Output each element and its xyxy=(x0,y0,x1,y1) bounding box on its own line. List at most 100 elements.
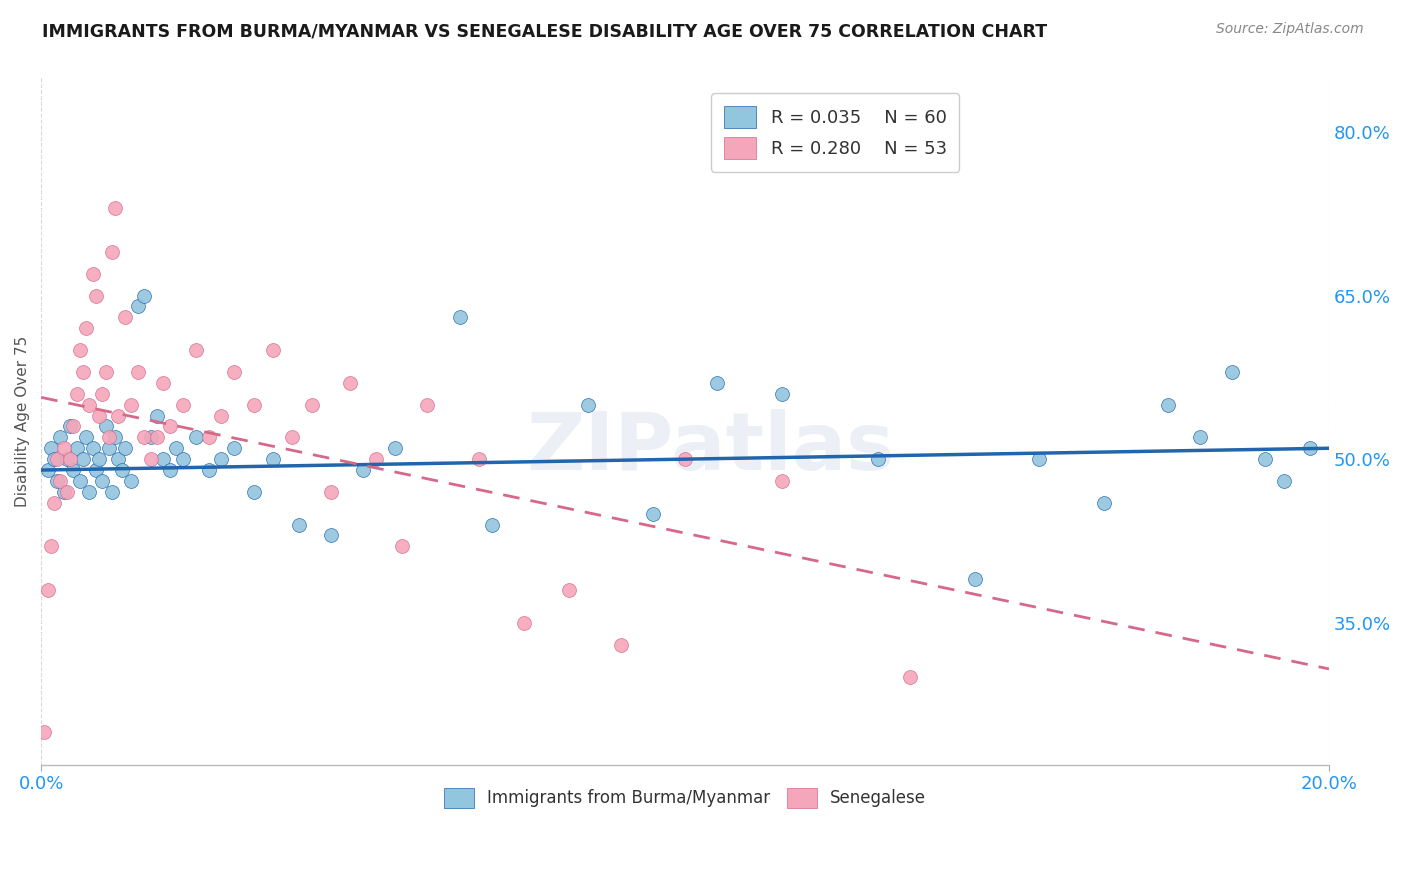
Point xyxy=(139,452,162,467)
Point xyxy=(91,474,114,488)
Point xyxy=(152,376,174,390)
Point xyxy=(558,582,581,597)
Point xyxy=(963,572,986,586)
Point xyxy=(1028,452,1050,467)
Point xyxy=(1222,365,1244,379)
Point xyxy=(416,398,439,412)
Point xyxy=(172,398,194,412)
Point xyxy=(69,343,91,357)
Point xyxy=(262,343,284,357)
Point xyxy=(104,430,127,444)
Point xyxy=(134,288,156,302)
Point xyxy=(197,463,219,477)
Point xyxy=(120,474,142,488)
Point xyxy=(134,430,156,444)
Point xyxy=(146,430,169,444)
Point xyxy=(1299,442,1322,456)
Point xyxy=(52,484,75,499)
Point xyxy=(52,442,75,456)
Point xyxy=(75,321,97,335)
Point xyxy=(42,496,65,510)
Point xyxy=(72,365,94,379)
Point xyxy=(69,474,91,488)
Point xyxy=(84,288,107,302)
Point xyxy=(468,452,491,467)
Point xyxy=(87,409,110,423)
Point xyxy=(224,442,246,456)
Point xyxy=(364,452,387,467)
Point xyxy=(59,452,82,467)
Point xyxy=(65,442,87,456)
Point xyxy=(79,484,101,499)
Point xyxy=(184,430,207,444)
Point xyxy=(172,452,194,467)
Point xyxy=(513,615,536,630)
Point xyxy=(165,442,187,456)
Point xyxy=(339,376,361,390)
Point xyxy=(706,376,728,390)
Point xyxy=(1253,452,1275,467)
Point xyxy=(127,300,149,314)
Point xyxy=(242,484,264,499)
Point xyxy=(82,267,104,281)
Point xyxy=(65,386,87,401)
Point xyxy=(301,398,323,412)
Point xyxy=(39,540,62,554)
Point xyxy=(319,484,342,499)
Point xyxy=(900,670,922,684)
Point xyxy=(184,343,207,357)
Point xyxy=(94,365,117,379)
Point xyxy=(107,452,129,467)
Point xyxy=(609,638,631,652)
Point xyxy=(104,202,127,216)
Point xyxy=(224,365,246,379)
Point xyxy=(242,398,264,412)
Point xyxy=(770,474,793,488)
Point xyxy=(391,540,413,554)
Point xyxy=(1092,496,1115,510)
Point xyxy=(34,724,56,739)
Point xyxy=(146,409,169,423)
Point xyxy=(72,452,94,467)
Point xyxy=(152,452,174,467)
Point xyxy=(59,419,82,434)
Point xyxy=(114,442,136,456)
Point xyxy=(46,474,69,488)
Point xyxy=(209,452,232,467)
Point xyxy=(449,310,471,325)
Point xyxy=(209,409,232,423)
Point xyxy=(262,452,284,467)
Point xyxy=(110,463,132,477)
Point xyxy=(49,474,72,488)
Point xyxy=(384,442,406,456)
Point xyxy=(56,452,79,467)
Point xyxy=(62,463,84,477)
Point xyxy=(281,430,304,444)
Point xyxy=(42,452,65,467)
Point xyxy=(578,398,600,412)
Point xyxy=(352,463,374,477)
Point xyxy=(1189,430,1212,444)
Point xyxy=(159,463,181,477)
Point xyxy=(673,452,696,467)
Point xyxy=(82,442,104,456)
Point xyxy=(46,452,69,467)
Point xyxy=(159,419,181,434)
Point xyxy=(120,398,142,412)
Point xyxy=(97,442,120,456)
Point xyxy=(91,386,114,401)
Point xyxy=(1157,398,1180,412)
Point xyxy=(75,430,97,444)
Point xyxy=(79,398,101,412)
Point xyxy=(127,365,149,379)
Point xyxy=(101,244,124,259)
Point xyxy=(97,430,120,444)
Point xyxy=(1272,474,1295,488)
Point xyxy=(39,442,62,456)
Y-axis label: Disability Age Over 75: Disability Age Over 75 xyxy=(15,335,30,507)
Point xyxy=(56,484,79,499)
Point xyxy=(62,419,84,434)
Point xyxy=(37,463,59,477)
Point xyxy=(87,452,110,467)
Legend: Immigrants from Burma/Myanmar, Senegalese: Immigrants from Burma/Myanmar, Senegales… xyxy=(437,780,934,814)
